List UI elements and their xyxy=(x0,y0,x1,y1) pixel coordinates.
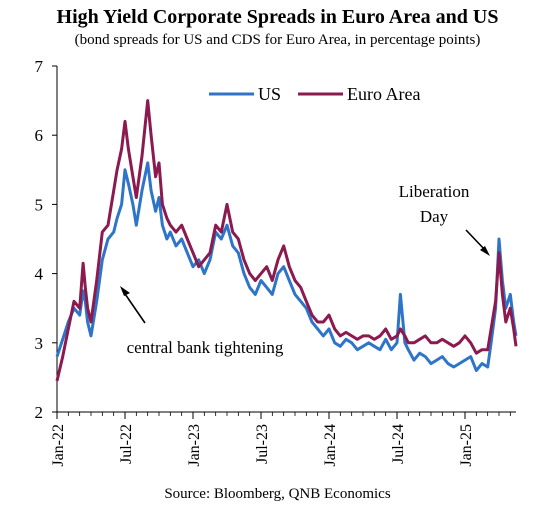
x-tick-label: Jan-25 xyxy=(458,424,475,467)
annotation-arrowhead-liberation xyxy=(480,246,490,256)
y-tick-label: 3 xyxy=(35,334,44,353)
x-tick-label: Jul-24 xyxy=(390,424,407,464)
annotation-central-bank-tightening: central bank tightening xyxy=(127,338,284,357)
annotation-arrow-tightening xyxy=(122,290,146,324)
legend: US Euro Area xyxy=(209,84,420,104)
x-tick-label: Jan-22 xyxy=(50,424,67,467)
legend-label-us: US xyxy=(258,84,281,104)
chart-subtitle: (bond spreads for US and CDS for Euro Ar… xyxy=(74,32,481,48)
axes: 2 3 4 5 6 7 Jan-22 Jul-22 Jan-23 Jul-23 Jan-24 Jul-… xyxy=(35,57,516,467)
annotation-liberation: Liberation xyxy=(399,182,470,201)
annotation-day: Day xyxy=(420,207,449,226)
legend-label-euro-area: Euro Area xyxy=(347,84,420,104)
y-tick-label: 2 xyxy=(35,403,44,422)
annotations: central bank tightening Liberation Day xyxy=(120,182,490,357)
annotation-arrow-liberation xyxy=(465,229,487,252)
chart-title: High Yield Corporate Spreads in Euro Are… xyxy=(56,6,499,28)
x-tick-label: Jan-24 xyxy=(322,424,339,467)
series-line-us xyxy=(55,161,518,372)
annotation-arrowhead-tightening xyxy=(120,286,130,296)
x-tick-label: Jan-23 xyxy=(186,424,203,467)
x-tick-label: Jul-22 xyxy=(118,424,135,464)
y-tick-label: 7 xyxy=(35,57,44,76)
x-tick-label: Jul-23 xyxy=(254,424,271,464)
series-line-euro-area xyxy=(55,99,518,382)
source-note: Source: Bloomberg, QNB Economics xyxy=(164,486,391,502)
series-layer xyxy=(55,99,518,382)
y-tick-label: 6 xyxy=(35,126,44,145)
y-tick-label: 5 xyxy=(35,195,44,214)
y-tick-label: 4 xyxy=(35,265,44,284)
